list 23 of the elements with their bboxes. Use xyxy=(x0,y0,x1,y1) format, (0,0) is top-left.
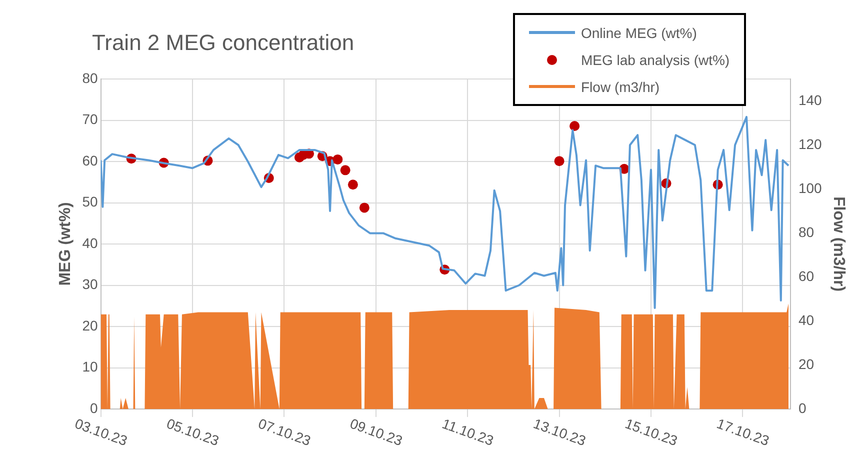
y2-tick-label: 80 xyxy=(798,224,814,240)
y-tick-label: 40 xyxy=(82,234,98,251)
y2-tick-label: 60 xyxy=(798,268,814,284)
y-tick-label: 60 xyxy=(82,152,98,168)
y2-axis-title: Flow (m3/hr) xyxy=(830,196,847,292)
y2-tick-label: 140 xyxy=(798,92,822,108)
y2-tick-label: 40 xyxy=(798,312,814,328)
legend-label: MEG lab analysis (wt%) xyxy=(581,52,730,68)
y-tick-label: 0 xyxy=(90,400,98,416)
legend-label: Online MEG (wt%) xyxy=(581,24,697,40)
y-tick-label: 30 xyxy=(82,276,98,292)
y-tick-label: 70 xyxy=(82,111,98,128)
y-tick-label: 10 xyxy=(82,358,98,375)
y2-tick-label: 0 xyxy=(798,400,806,416)
y-tick-label: 50 xyxy=(82,194,98,210)
y-axis-title: MEG (wt%) xyxy=(57,202,74,286)
y2-tick-label: 100 xyxy=(798,180,822,196)
chart-title: Train 2 MEG concentration xyxy=(92,30,354,56)
y-tick-label: 80 xyxy=(82,70,98,86)
y2-tick-label: 20 xyxy=(798,356,814,372)
y-tick-label: 20 xyxy=(82,317,98,334)
legend-label: Flow (m3/hr) xyxy=(581,78,660,94)
y2-tick-label: 120 xyxy=(798,136,822,152)
